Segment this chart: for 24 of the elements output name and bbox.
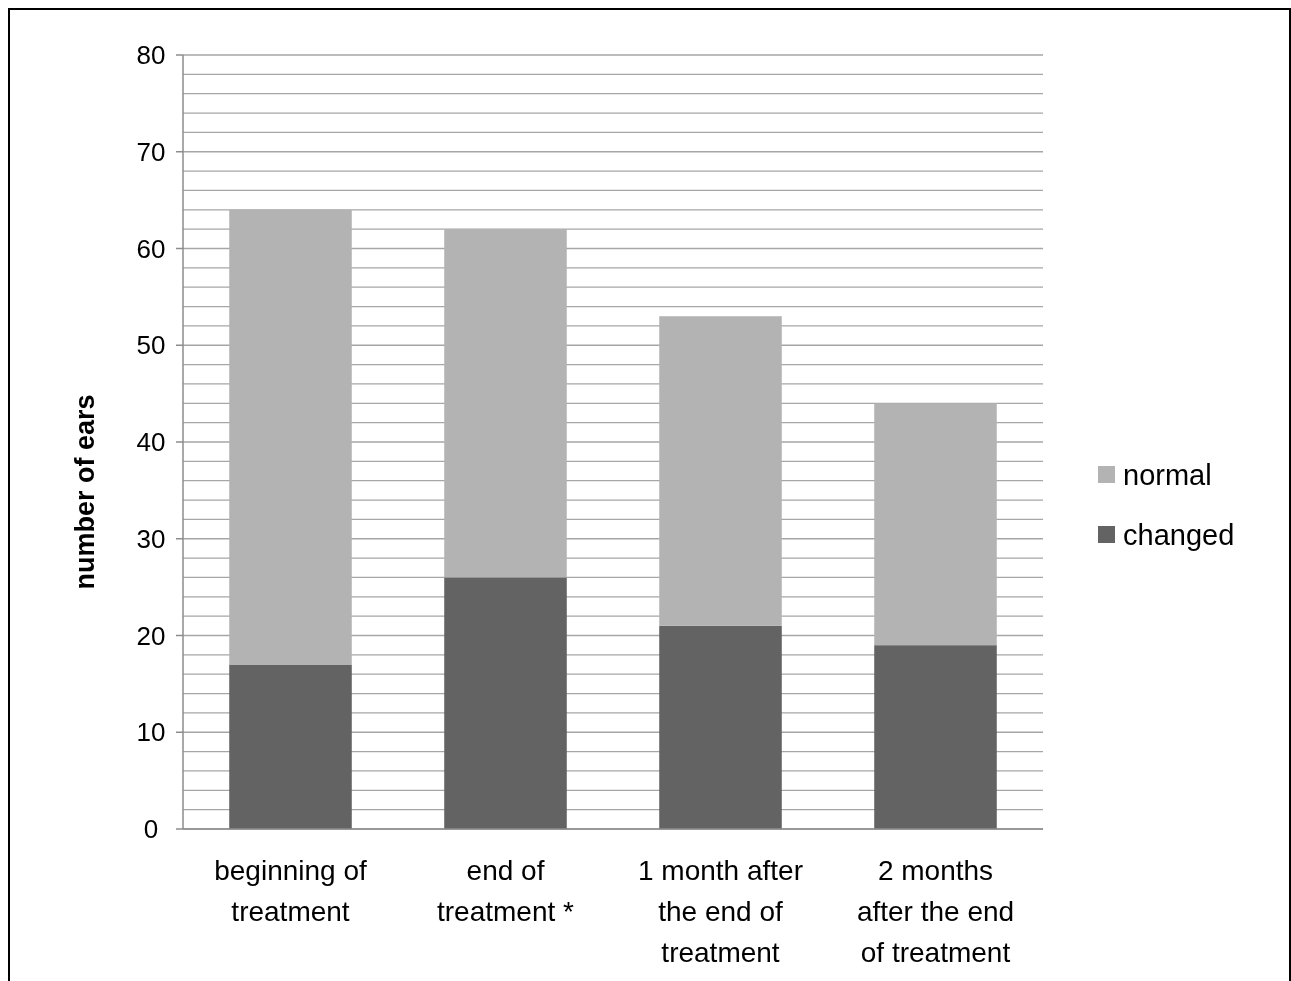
x-tick-label: 2 months after the end of treatment [856, 855, 1015, 968]
y-tick-label: 40 [136, 427, 166, 457]
y-tick-label: 80 [136, 40, 166, 70]
bar [659, 316, 782, 626]
bar [874, 403, 997, 646]
y-tick-label: 50 [136, 330, 166, 361]
y-tick-label: 0 [143, 814, 159, 844]
y-tick-label: 10 [136, 717, 166, 748]
bar [444, 229, 567, 578]
legend-label: normal [1123, 459, 1212, 491]
y-axis-title: number of ears [70, 394, 100, 590]
y-tick-label: 60 [136, 233, 166, 264]
y-tick-label: 70 [136, 136, 166, 167]
bar [659, 625, 782, 829]
y-tick-label: 30 [136, 523, 166, 554]
legend-label: changed [1123, 519, 1235, 551]
bar [229, 664, 352, 829]
x-tick-label: 1 month after the end of treatment [638, 855, 803, 968]
bar [229, 209, 352, 665]
x-tick-label: beginning of treatment [214, 855, 368, 927]
bar [874, 645, 997, 829]
x-tick-label: end of treatment * [437, 855, 575, 927]
y-tick-label: 20 [136, 620, 166, 651]
bar [444, 577, 567, 829]
